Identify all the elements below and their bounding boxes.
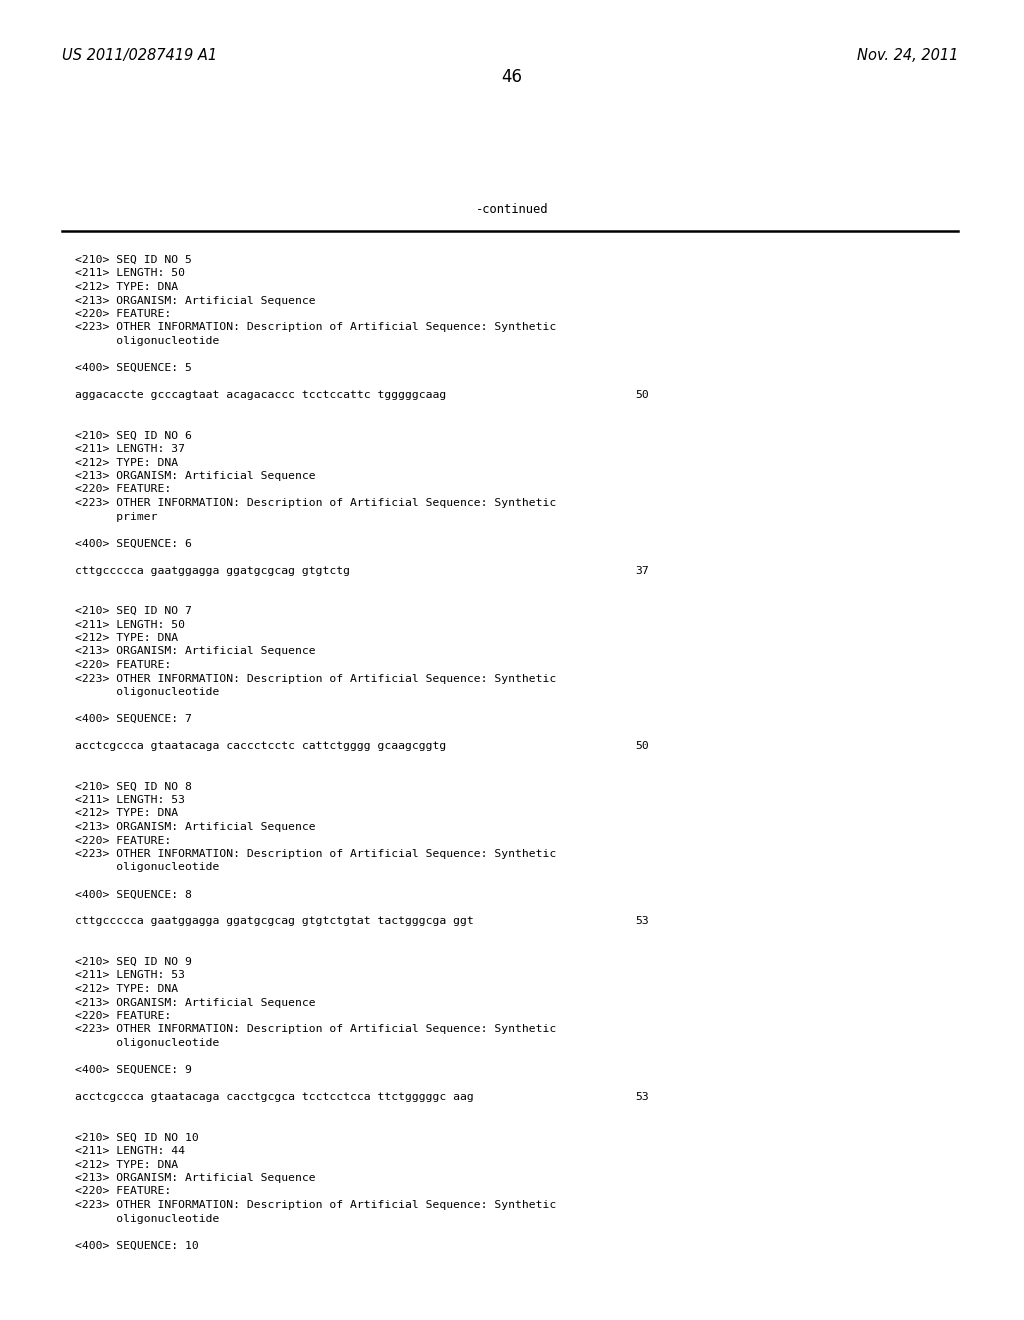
Text: <400> SEQUENCE: 9: <400> SEQUENCE: 9 (75, 1065, 191, 1074)
Text: <213> ORGANISM: Artificial Sequence: <213> ORGANISM: Artificial Sequence (75, 647, 315, 656)
Text: <212> TYPE: DNA: <212> TYPE: DNA (75, 983, 178, 994)
Text: <213> ORGANISM: Artificial Sequence: <213> ORGANISM: Artificial Sequence (75, 822, 315, 832)
Text: <212> TYPE: DNA: <212> TYPE: DNA (75, 1159, 178, 1170)
Text: <220> FEATURE:: <220> FEATURE: (75, 309, 171, 319)
Text: acctcgccca gtaatacaga caccctcctc cattctgggg gcaagcggtg: acctcgccca gtaatacaga caccctcctc cattctg… (75, 741, 446, 751)
Text: <211> LENGTH: 44: <211> LENGTH: 44 (75, 1146, 185, 1156)
Text: <212> TYPE: DNA: <212> TYPE: DNA (75, 282, 178, 292)
Text: <213> ORGANISM: Artificial Sequence: <213> ORGANISM: Artificial Sequence (75, 296, 315, 305)
Text: Nov. 24, 2011: Nov. 24, 2011 (857, 48, 958, 63)
Text: primer: primer (75, 511, 158, 521)
Text: <210> SEQ ID NO 5: <210> SEQ ID NO 5 (75, 255, 191, 265)
Text: cttgccccca gaatggagga ggatgcgcag gtgtctgtat tactgggcga ggt: cttgccccca gaatggagga ggatgcgcag gtgtctg… (75, 916, 474, 927)
Text: <211> LENGTH: 50: <211> LENGTH: 50 (75, 619, 185, 630)
Text: <212> TYPE: DNA: <212> TYPE: DNA (75, 808, 178, 818)
Text: <210> SEQ ID NO 9: <210> SEQ ID NO 9 (75, 957, 191, 968)
Text: 53: 53 (635, 916, 649, 927)
Text: <223> OTHER INFORMATION: Description of Artificial Sequence: Synthetic: <223> OTHER INFORMATION: Description of … (75, 498, 556, 508)
Text: <210> SEQ ID NO 6: <210> SEQ ID NO 6 (75, 430, 191, 441)
Text: <210> SEQ ID NO 8: <210> SEQ ID NO 8 (75, 781, 191, 792)
Text: cttgccccca gaatggagga ggatgcgcag gtgtctg: cttgccccca gaatggagga ggatgcgcag gtgtctg (75, 565, 350, 576)
Text: <212> TYPE: DNA: <212> TYPE: DNA (75, 458, 178, 467)
Text: <220> FEATURE:: <220> FEATURE: (75, 660, 171, 671)
Text: <211> LENGTH: 53: <211> LENGTH: 53 (75, 795, 185, 805)
Text: <220> FEATURE:: <220> FEATURE: (75, 836, 171, 846)
Text: -continued: -continued (476, 203, 548, 216)
Text: oligonucleotide: oligonucleotide (75, 1213, 219, 1224)
Text: oligonucleotide: oligonucleotide (75, 862, 219, 873)
Text: 50: 50 (635, 741, 649, 751)
Text: <223> OTHER INFORMATION: Description of Artificial Sequence: Synthetic: <223> OTHER INFORMATION: Description of … (75, 1024, 556, 1035)
Text: 50: 50 (635, 389, 649, 400)
Text: <400> SEQUENCE: 5: <400> SEQUENCE: 5 (75, 363, 191, 374)
Text: oligonucleotide: oligonucleotide (75, 337, 219, 346)
Text: <220> FEATURE:: <220> FEATURE: (75, 1187, 171, 1196)
Text: <210> SEQ ID NO 7: <210> SEQ ID NO 7 (75, 606, 191, 616)
Text: <223> OTHER INFORMATION: Description of Artificial Sequence: Synthetic: <223> OTHER INFORMATION: Description of … (75, 673, 556, 684)
Text: <400> SEQUENCE: 8: <400> SEQUENCE: 8 (75, 890, 191, 899)
Text: US 2011/0287419 A1: US 2011/0287419 A1 (62, 48, 217, 63)
Text: <210> SEQ ID NO 10: <210> SEQ ID NO 10 (75, 1133, 199, 1143)
Text: <220> FEATURE:: <220> FEATURE: (75, 1011, 171, 1020)
Text: <212> TYPE: DNA: <212> TYPE: DNA (75, 634, 178, 643)
Text: <400> SEQUENCE: 6: <400> SEQUENCE: 6 (75, 539, 191, 549)
Text: aggacaccte gcccagtaat acagacaccc tcctccattc tgggggcaag: aggacaccte gcccagtaat acagacaccc tcctcca… (75, 389, 446, 400)
Text: <400> SEQUENCE: 7: <400> SEQUENCE: 7 (75, 714, 191, 723)
Text: 37: 37 (635, 565, 649, 576)
Text: <223> OTHER INFORMATION: Description of Artificial Sequence: Synthetic: <223> OTHER INFORMATION: Description of … (75, 322, 556, 333)
Text: <220> FEATURE:: <220> FEATURE: (75, 484, 171, 495)
Text: <211> LENGTH: 37: <211> LENGTH: 37 (75, 444, 185, 454)
Text: oligonucleotide: oligonucleotide (75, 1038, 219, 1048)
Text: <223> OTHER INFORMATION: Description of Artificial Sequence: Synthetic: <223> OTHER INFORMATION: Description of … (75, 849, 556, 859)
Text: <400> SEQUENCE: 10: <400> SEQUENCE: 10 (75, 1241, 199, 1250)
Text: oligonucleotide: oligonucleotide (75, 686, 219, 697)
Text: acctcgccca gtaatacaga cacctgcgca tcctcctcca ttctgggggc aag: acctcgccca gtaatacaga cacctgcgca tcctcct… (75, 1092, 474, 1102)
Text: 53: 53 (635, 1092, 649, 1102)
Text: <213> ORGANISM: Artificial Sequence: <213> ORGANISM: Artificial Sequence (75, 998, 315, 1007)
Text: <211> LENGTH: 50: <211> LENGTH: 50 (75, 268, 185, 279)
Text: <213> ORGANISM: Artificial Sequence: <213> ORGANISM: Artificial Sequence (75, 471, 315, 480)
Text: <213> ORGANISM: Artificial Sequence: <213> ORGANISM: Artificial Sequence (75, 1173, 315, 1183)
Text: <223> OTHER INFORMATION: Description of Artificial Sequence: Synthetic: <223> OTHER INFORMATION: Description of … (75, 1200, 556, 1210)
Text: <211> LENGTH: 53: <211> LENGTH: 53 (75, 970, 185, 981)
Text: 46: 46 (502, 69, 522, 86)
